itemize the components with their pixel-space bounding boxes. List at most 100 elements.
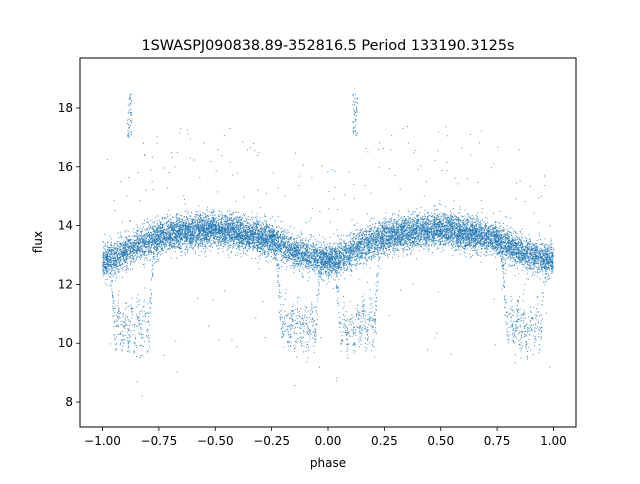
data-point (205, 223, 207, 225)
data-point (499, 252, 501, 254)
data-point (134, 345, 136, 347)
data-point (189, 138, 191, 140)
data-point (381, 232, 382, 234)
data-point (205, 219, 207, 221)
data-point (545, 265, 547, 267)
data-point (283, 245, 285, 247)
data-point (239, 241, 241, 243)
data-point (240, 256, 242, 258)
data-point (297, 259, 299, 261)
data-point (298, 250, 300, 252)
data-point (434, 219, 436, 221)
data-point (337, 302, 339, 304)
data-point (315, 247, 316, 249)
data-point (323, 242, 324, 244)
data-point (316, 311, 317, 313)
data-point (145, 236, 147, 238)
data-point (305, 239, 307, 241)
data-point (157, 215, 158, 217)
data-point (140, 256, 142, 258)
data-point (451, 245, 453, 246)
data-point (322, 252, 324, 254)
data-point (226, 249, 228, 251)
data-point (398, 223, 400, 225)
data-point (219, 210, 221, 212)
data-point (321, 265, 323, 267)
data-point (292, 259, 294, 261)
data-point (387, 247, 389, 249)
data-point (507, 244, 509, 246)
data-point (541, 250, 543, 252)
data-point (339, 242, 341, 244)
data-point (527, 242, 529, 244)
data-point (183, 237, 185, 239)
data-point (120, 343, 122, 345)
data-point (354, 342, 356, 344)
data-point (355, 253, 357, 255)
data-point (513, 332, 515, 334)
data-point (512, 326, 514, 327)
data-point (174, 243, 176, 245)
data-point (240, 222, 242, 224)
data-point (486, 254, 488, 256)
data-point (180, 251, 182, 253)
data-point (531, 317, 533, 319)
data-point (341, 234, 343, 236)
data-point (161, 229, 163, 231)
data-point (363, 243, 365, 245)
data-point (246, 242, 248, 244)
data-point (126, 264, 128, 266)
data-point (503, 286, 505, 288)
data-point (349, 258, 351, 260)
data-point (110, 244, 112, 246)
data-point (353, 245, 355, 247)
data-point (118, 269, 120, 271)
data-point (376, 332, 377, 334)
data-point (200, 242, 202, 244)
data-point (160, 228, 161, 229)
data-point (282, 332, 284, 334)
data-point (204, 233, 206, 235)
data-point (477, 242, 479, 244)
data-point (351, 271, 353, 272)
data-point (296, 248, 297, 250)
data-point (256, 248, 258, 250)
data-point (113, 299, 115, 301)
data-point (292, 324, 294, 326)
data-point (213, 234, 214, 236)
data-point (299, 235, 301, 237)
data-point (252, 229, 254, 231)
data-point (134, 251, 136, 253)
data-point (300, 317, 302, 319)
data-point (337, 235, 339, 237)
data-point (542, 318, 543, 320)
data-point (481, 220, 483, 222)
data-point (279, 289, 281, 291)
data-point (113, 253, 115, 255)
data-point (143, 236, 145, 238)
data-point (104, 249, 106, 251)
data-point (145, 237, 147, 239)
data-point (484, 224, 486, 226)
data-point (158, 251, 160, 253)
data-point (311, 311, 313, 313)
data-point (302, 256, 304, 257)
data-point (409, 238, 411, 240)
data-point (464, 223, 466, 225)
data-point (437, 235, 439, 237)
data-point (474, 243, 476, 244)
data-point (210, 220, 212, 222)
data-point (395, 249, 397, 251)
data-point (408, 222, 409, 224)
data-point (381, 226, 383, 228)
data-point (277, 263, 279, 265)
data-point (277, 260, 279, 262)
data-point (367, 339, 368, 341)
data-point (348, 248, 350, 250)
data-point (495, 247, 497, 249)
data-point (535, 246, 536, 248)
data-point (159, 243, 161, 245)
data-point (357, 304, 358, 306)
data-point (532, 249, 534, 251)
data-point (159, 238, 161, 240)
